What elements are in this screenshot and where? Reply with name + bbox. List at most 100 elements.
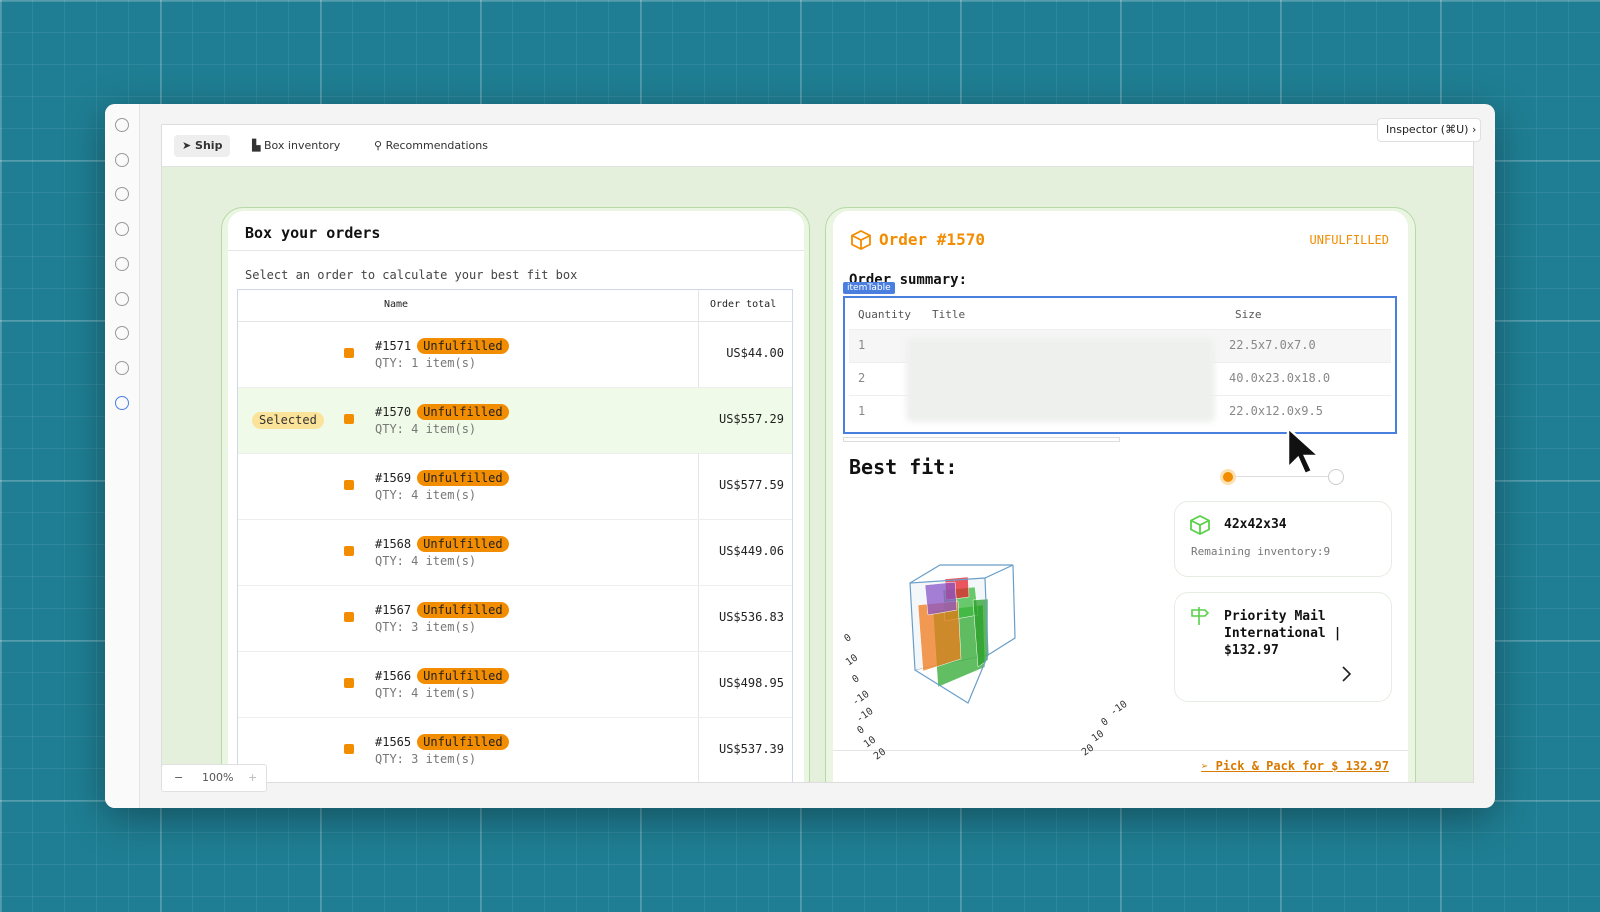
divider [228, 250, 804, 251]
app-window: ➤ Ship ▙ Box inventory ⚲ Recommendations… [105, 104, 1495, 808]
sidebar-icon[interactable] [115, 222, 129, 237]
chevron [1342, 666, 1352, 682]
orders-card: Box your orders Select an order to calcu… [228, 211, 804, 782]
order-number: #1568 [375, 537, 412, 551]
zoom-level: 100% [202, 771, 234, 784]
item-size: 22.0x12.0x9.5 [1229, 404, 1323, 418]
blurred-titles [906, 338, 1215, 422]
order-title: Order #1570 [879, 230, 985, 249]
tab[interactable]: ▙ Box inventory [252, 139, 341, 152]
inspector-button[interactable]: Inspector (⌘U) › [1377, 118, 1481, 142]
order-icon [344, 546, 354, 556]
item-size: 22.5x7.0x7.0 [1229, 338, 1316, 352]
status-badge: Unfulfilled [417, 470, 509, 486]
column-header: Title [932, 308, 966, 321]
tab[interactable]: ➤ Ship [174, 135, 231, 157]
order-total: US$498.95 [718, 676, 784, 690]
sidebar-icon[interactable] [115, 395, 129, 410]
sidebar-icon[interactable] [115, 291, 129, 306]
divider [833, 750, 1408, 751]
radio[interactable] [1328, 469, 1344, 485]
order-row[interactable]: #1571 Unfulfilled QTY: 1 item(s) US$44.00 [238, 322, 792, 388]
selected-badge: Selected [252, 412, 324, 429]
sidebar-icon[interactable] [115, 152, 129, 167]
orders-table: Name Order total #1571 Unfulfilled QTY: 1 … [237, 289, 794, 782]
order-icon [344, 678, 354, 688]
order-id: #1568 Unfulfilled [375, 536, 509, 552]
item-qty: 2 [858, 371, 866, 385]
box-name: 42x42x34 [1224, 517, 1287, 532]
item-table: Quantity Title Size 1 22.5x7.0x7.0 2 40.0x2… [843, 296, 1397, 434]
order-number: #1570 [375, 405, 412, 419]
canvas: ➤ Ship ▙ Box inventory ⚲ Recommendations… [161, 124, 1474, 783]
sidebar-icon[interactable] [115, 187, 129, 202]
status-badge: Unfulfilled [417, 602, 509, 618]
button-label: Pick & Pack for $ 132.97 [1215, 759, 1389, 773]
scrollbar [843, 437, 1120, 442]
order-row[interactable]: #1569 Unfulfilled QTY: 4 item(s) US$577.59 [238, 454, 792, 520]
status-badge: Unfulfilled [417, 338, 509, 354]
order-row[interactable]: #1566 Unfulfilled QTY: 4 item(s) US$498.95 [238, 652, 792, 718]
column-divider [698, 290, 699, 782]
tab-label: Ship [195, 139, 223, 152]
column-header: Size [1235, 308, 1262, 321]
tab[interactable]: ⚲ Recommendations [374, 139, 488, 152]
order-id: #1566 Unfulfilled [375, 668, 509, 684]
tab-bar: ➤ Ship ▙ Box inventory ⚲ Recommendations [162, 125, 1473, 167]
order-row[interactable]: #1565 Unfulfilled QTY: 3 item(s) US$537.39 [238, 718, 792, 782]
sidebar-icon[interactable] [115, 118, 129, 132]
sidebar-icon[interactable] [115, 256, 129, 271]
inspector-label: Inspector (⌘U) [1386, 123, 1469, 136]
card-title: Box your orders [245, 224, 381, 242]
box-3d-plot [909, 564, 1016, 704]
order-qty: QTY: 1 item(s) [375, 356, 477, 370]
order-row[interactable]: #1567 Unfulfilled QTY: 3 item(s) US$536.83 [238, 586, 792, 652]
box-inventory: Remaining inventory:9 [1191, 545, 1331, 558]
order-row[interactable]: Selected #1570 Unfulfilled QTY: 4 item(s) US… [238, 388, 792, 454]
order-qty: QTY: 3 item(s) [375, 620, 477, 634]
column-header: Name [384, 299, 409, 310]
item-qty: 1 [858, 338, 866, 352]
zoom-out[interactable]: − [174, 771, 184, 784]
tab-label: Recommendations [385, 139, 488, 152]
order-icon [344, 414, 354, 424]
tab-label: Box inventory [263, 139, 341, 152]
divider [238, 321, 794, 322]
radio-selected[interactable] [1220, 469, 1236, 485]
item-size: 40.0x23.0x18.0 [1229, 371, 1331, 385]
order-total: US$449.06 [718, 544, 784, 558]
order-qty: QTY: 4 item(s) [375, 422, 477, 436]
shipping-option: Priority Mail International | $132.97 [1224, 609, 1342, 658]
sidebar-icon[interactable] [115, 360, 129, 375]
order-qty: QTY: 3 item(s) [375, 752, 477, 766]
order-number: #1565 [375, 735, 412, 749]
cursor [1286, 426, 1323, 476]
status-badge: Unfulfilled [417, 404, 509, 420]
sign-icon [1191, 607, 1209, 625]
shipping-card[interactable]: Priority Mail International | $132.97 [1174, 592, 1392, 702]
box-card: 42x42x34 Remaining inventory:9 [1174, 501, 1392, 577]
order-total: US$44.00 [726, 346, 784, 360]
section-label: Best fit: [849, 455, 958, 479]
item-qty: 1 [858, 404, 866, 418]
zoom-control: − 100% + [161, 764, 267, 792]
order-row[interactable]: #1568 Unfulfilled QTY: 4 item(s) US$449.06 [238, 520, 792, 586]
order-qty: QTY: 4 item(s) [375, 686, 477, 700]
order-number: #1569 [375, 471, 412, 485]
sidebar-icon[interactable] [115, 326, 129, 341]
order-qty: QTY: 4 item(s) [375, 554, 477, 568]
order-qty: QTY: 4 item(s) [375, 488, 477, 502]
order-id: #1571 Unfulfilled [375, 338, 509, 354]
order-id: #1570 Unfulfilled [375, 404, 509, 420]
order-icon [344, 480, 354, 490]
order-status: UNFULFILLED [1309, 233, 1389, 247]
radio-track [1236, 476, 1328, 477]
order-total: US$577.59 [718, 478, 784, 492]
column-header: Quantity [858, 308, 911, 321]
pick-pack-button[interactable]: ➢ Pick & Pack for $ 132.97 [1201, 759, 1389, 773]
zoom-in[interactable]: + [248, 771, 258, 784]
status-badge: Unfulfilled [417, 668, 509, 684]
order-number: #1566 [375, 669, 412, 683]
column-header: Order total [710, 299, 777, 310]
status-badge: Unfulfilled [417, 734, 509, 750]
